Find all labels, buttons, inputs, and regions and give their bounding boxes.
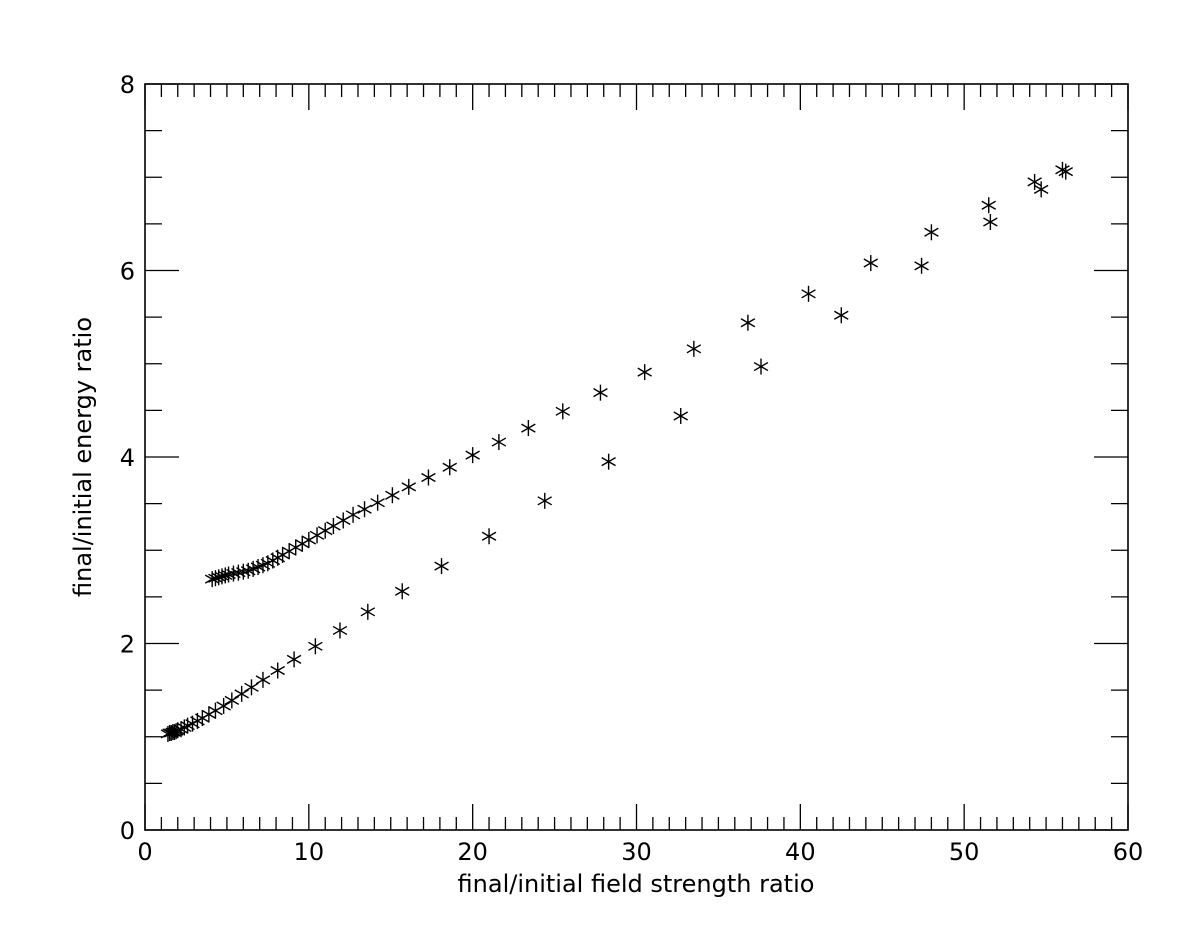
y-tick-label: 0 (120, 817, 135, 845)
data-point (234, 685, 249, 702)
data-point (286, 651, 302, 668)
data-point (983, 214, 998, 231)
data-points (160, 161, 1074, 742)
data-point (1055, 161, 1070, 178)
data-point (216, 697, 231, 714)
data-point (555, 403, 571, 420)
data-point (224, 692, 240, 709)
data-point (863, 255, 879, 272)
data-point (740, 314, 756, 331)
data-point (218, 567, 233, 584)
x-tick-label: 30 (621, 838, 652, 866)
data-point (834, 307, 849, 324)
data-point (537, 492, 553, 509)
data-point (481, 528, 497, 545)
data-point (753, 358, 769, 375)
data-point (465, 447, 480, 464)
x-tick-label: 50 (949, 838, 980, 866)
data-point (434, 558, 449, 575)
data-point (521, 420, 536, 437)
tick-labels: 0 10 20 30 40 50 60 0 2 4 6 8 (120, 71, 1144, 866)
data-point (924, 224, 939, 241)
data-point (914, 257, 929, 274)
data-point (301, 531, 317, 548)
data-point (244, 679, 259, 696)
y-tick-label: 6 (120, 258, 135, 286)
data-point (491, 434, 507, 451)
data-point (385, 487, 400, 504)
data-point (394, 583, 410, 600)
data-point (601, 453, 616, 470)
data-point (442, 459, 458, 476)
data-point (370, 494, 385, 511)
x-tick-label: 20 (457, 838, 488, 866)
data-point (163, 725, 179, 742)
plot-frame (144, 83, 1129, 831)
tick-marks (144, 83, 1129, 831)
x-axis-label: final/initial field strength ratio (458, 870, 815, 898)
data-point (309, 527, 325, 544)
data-point (308, 638, 323, 655)
data-point (981, 197, 997, 214)
data-point (593, 384, 608, 401)
data-point (421, 469, 436, 486)
data-point (401, 478, 417, 495)
data-point (332, 622, 348, 639)
data-point (317, 522, 333, 539)
data-point (335, 512, 351, 529)
data-point (637, 364, 652, 381)
data-point (1027, 173, 1042, 190)
data-point (360, 603, 376, 620)
x-tick-label: 0 (137, 838, 152, 866)
y-tick-label: 8 (120, 71, 135, 99)
data-point (326, 518, 341, 535)
data-point (345, 506, 361, 523)
x-tick-label: 40 (785, 838, 816, 866)
data-point (160, 725, 176, 742)
y-axis-label: final/initial energy ratio (69, 317, 97, 597)
data-point (801, 285, 816, 302)
data-point (270, 662, 285, 679)
x-tick-label: 10 (294, 838, 325, 866)
data-point (686, 340, 702, 357)
data-point (673, 407, 689, 424)
data-point (1033, 181, 1049, 198)
y-tick-label: 4 (120, 444, 135, 472)
data-point (357, 501, 372, 518)
y-tick-label: 2 (120, 631, 135, 659)
x-tick-label: 60 (1113, 838, 1144, 866)
data-point (255, 671, 271, 688)
